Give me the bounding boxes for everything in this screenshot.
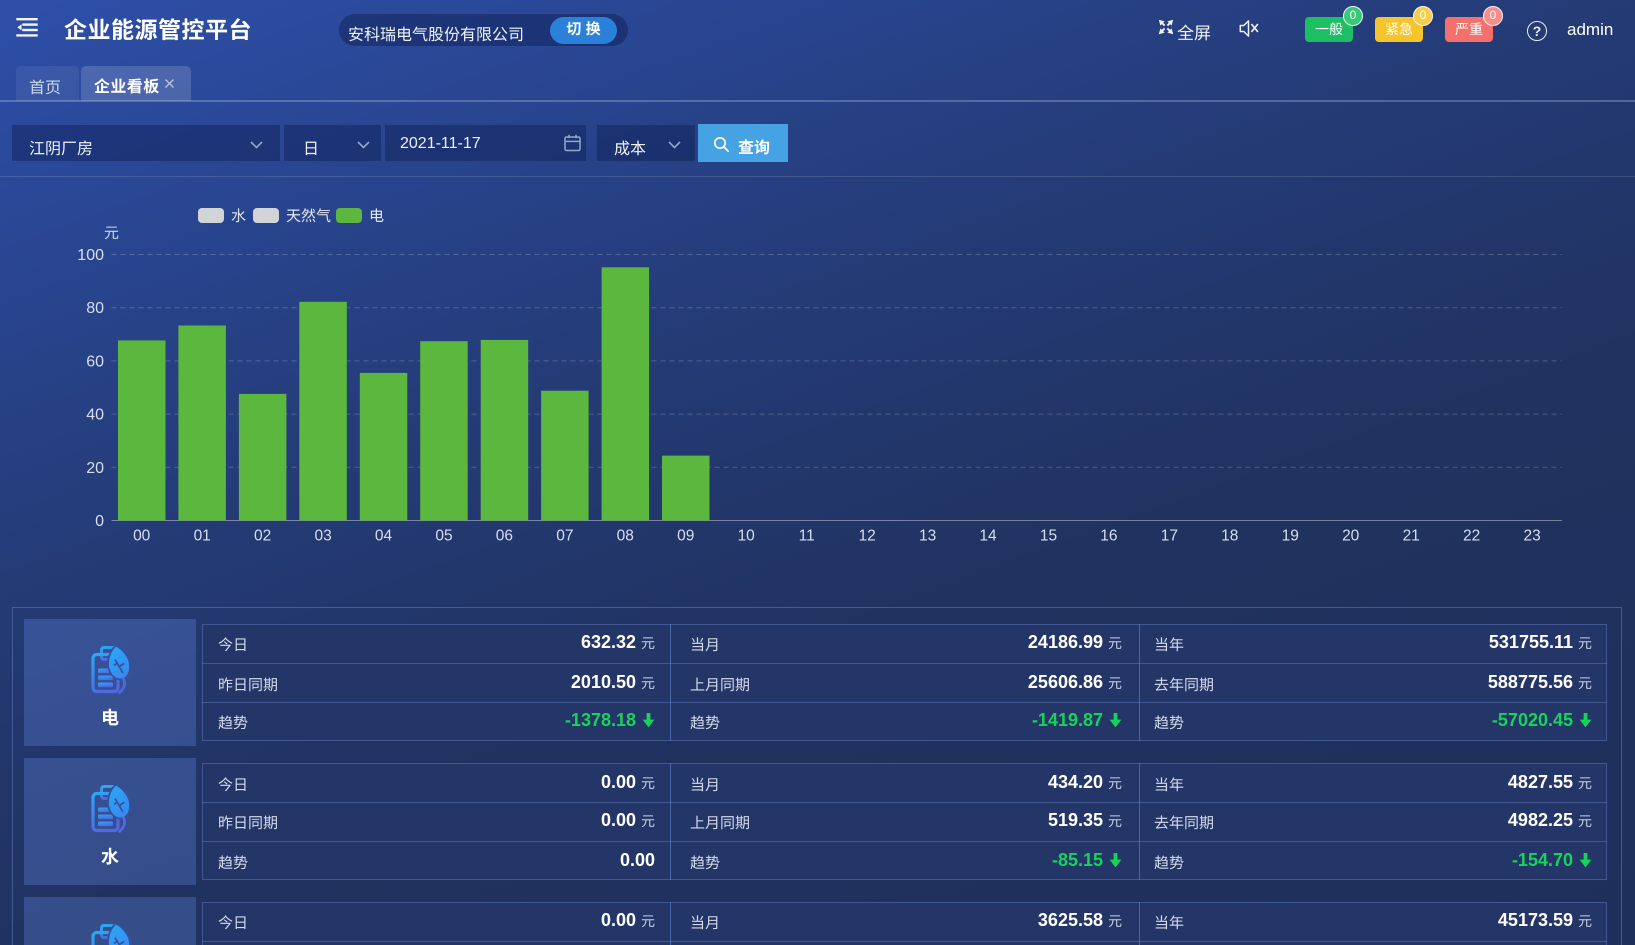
svg-text:01: 01 — [194, 528, 211, 545]
svg-text:07: 07 — [556, 528, 573, 545]
svg-text:03: 03 — [314, 528, 331, 545]
svg-text:20: 20 — [1342, 528, 1360, 545]
svg-text:100: 100 — [77, 247, 104, 264]
svg-text:09: 09 — [677, 528, 694, 545]
svg-text:04: 04 — [375, 528, 393, 545]
svg-text:02: 02 — [254, 528, 271, 545]
svg-text:60: 60 — [86, 353, 104, 370]
svg-text:天然气: 天然气 — [286, 208, 331, 225]
svg-text:17: 17 — [1161, 528, 1178, 545]
svg-text:元: 元 — [104, 225, 119, 242]
svg-text:21: 21 — [1403, 528, 1420, 545]
svg-text:05: 05 — [435, 528, 452, 545]
svg-text:14: 14 — [979, 528, 997, 545]
svg-text:23: 23 — [1523, 528, 1540, 545]
svg-text:12: 12 — [858, 528, 875, 545]
svg-text:08: 08 — [617, 528, 634, 545]
svg-text:80: 80 — [86, 300, 104, 317]
svg-text:15: 15 — [1040, 528, 1057, 545]
svg-text:19: 19 — [1282, 528, 1299, 545]
svg-text:16: 16 — [1100, 528, 1117, 545]
svg-text:06: 06 — [496, 528, 513, 545]
svg-text:0: 0 — [95, 513, 104, 530]
svg-text:11: 11 — [799, 528, 815, 545]
svg-text:18: 18 — [1221, 528, 1238, 545]
svg-text:10: 10 — [738, 528, 756, 545]
svg-text:22: 22 — [1463, 528, 1480, 545]
svg-text:水: 水 — [231, 208, 246, 225]
svg-text:00: 00 — [133, 528, 151, 545]
svg-text:40: 40 — [86, 407, 104, 424]
svg-text:13: 13 — [919, 528, 936, 545]
svg-text:电: 电 — [369, 208, 384, 225]
svg-text:20: 20 — [86, 460, 104, 477]
